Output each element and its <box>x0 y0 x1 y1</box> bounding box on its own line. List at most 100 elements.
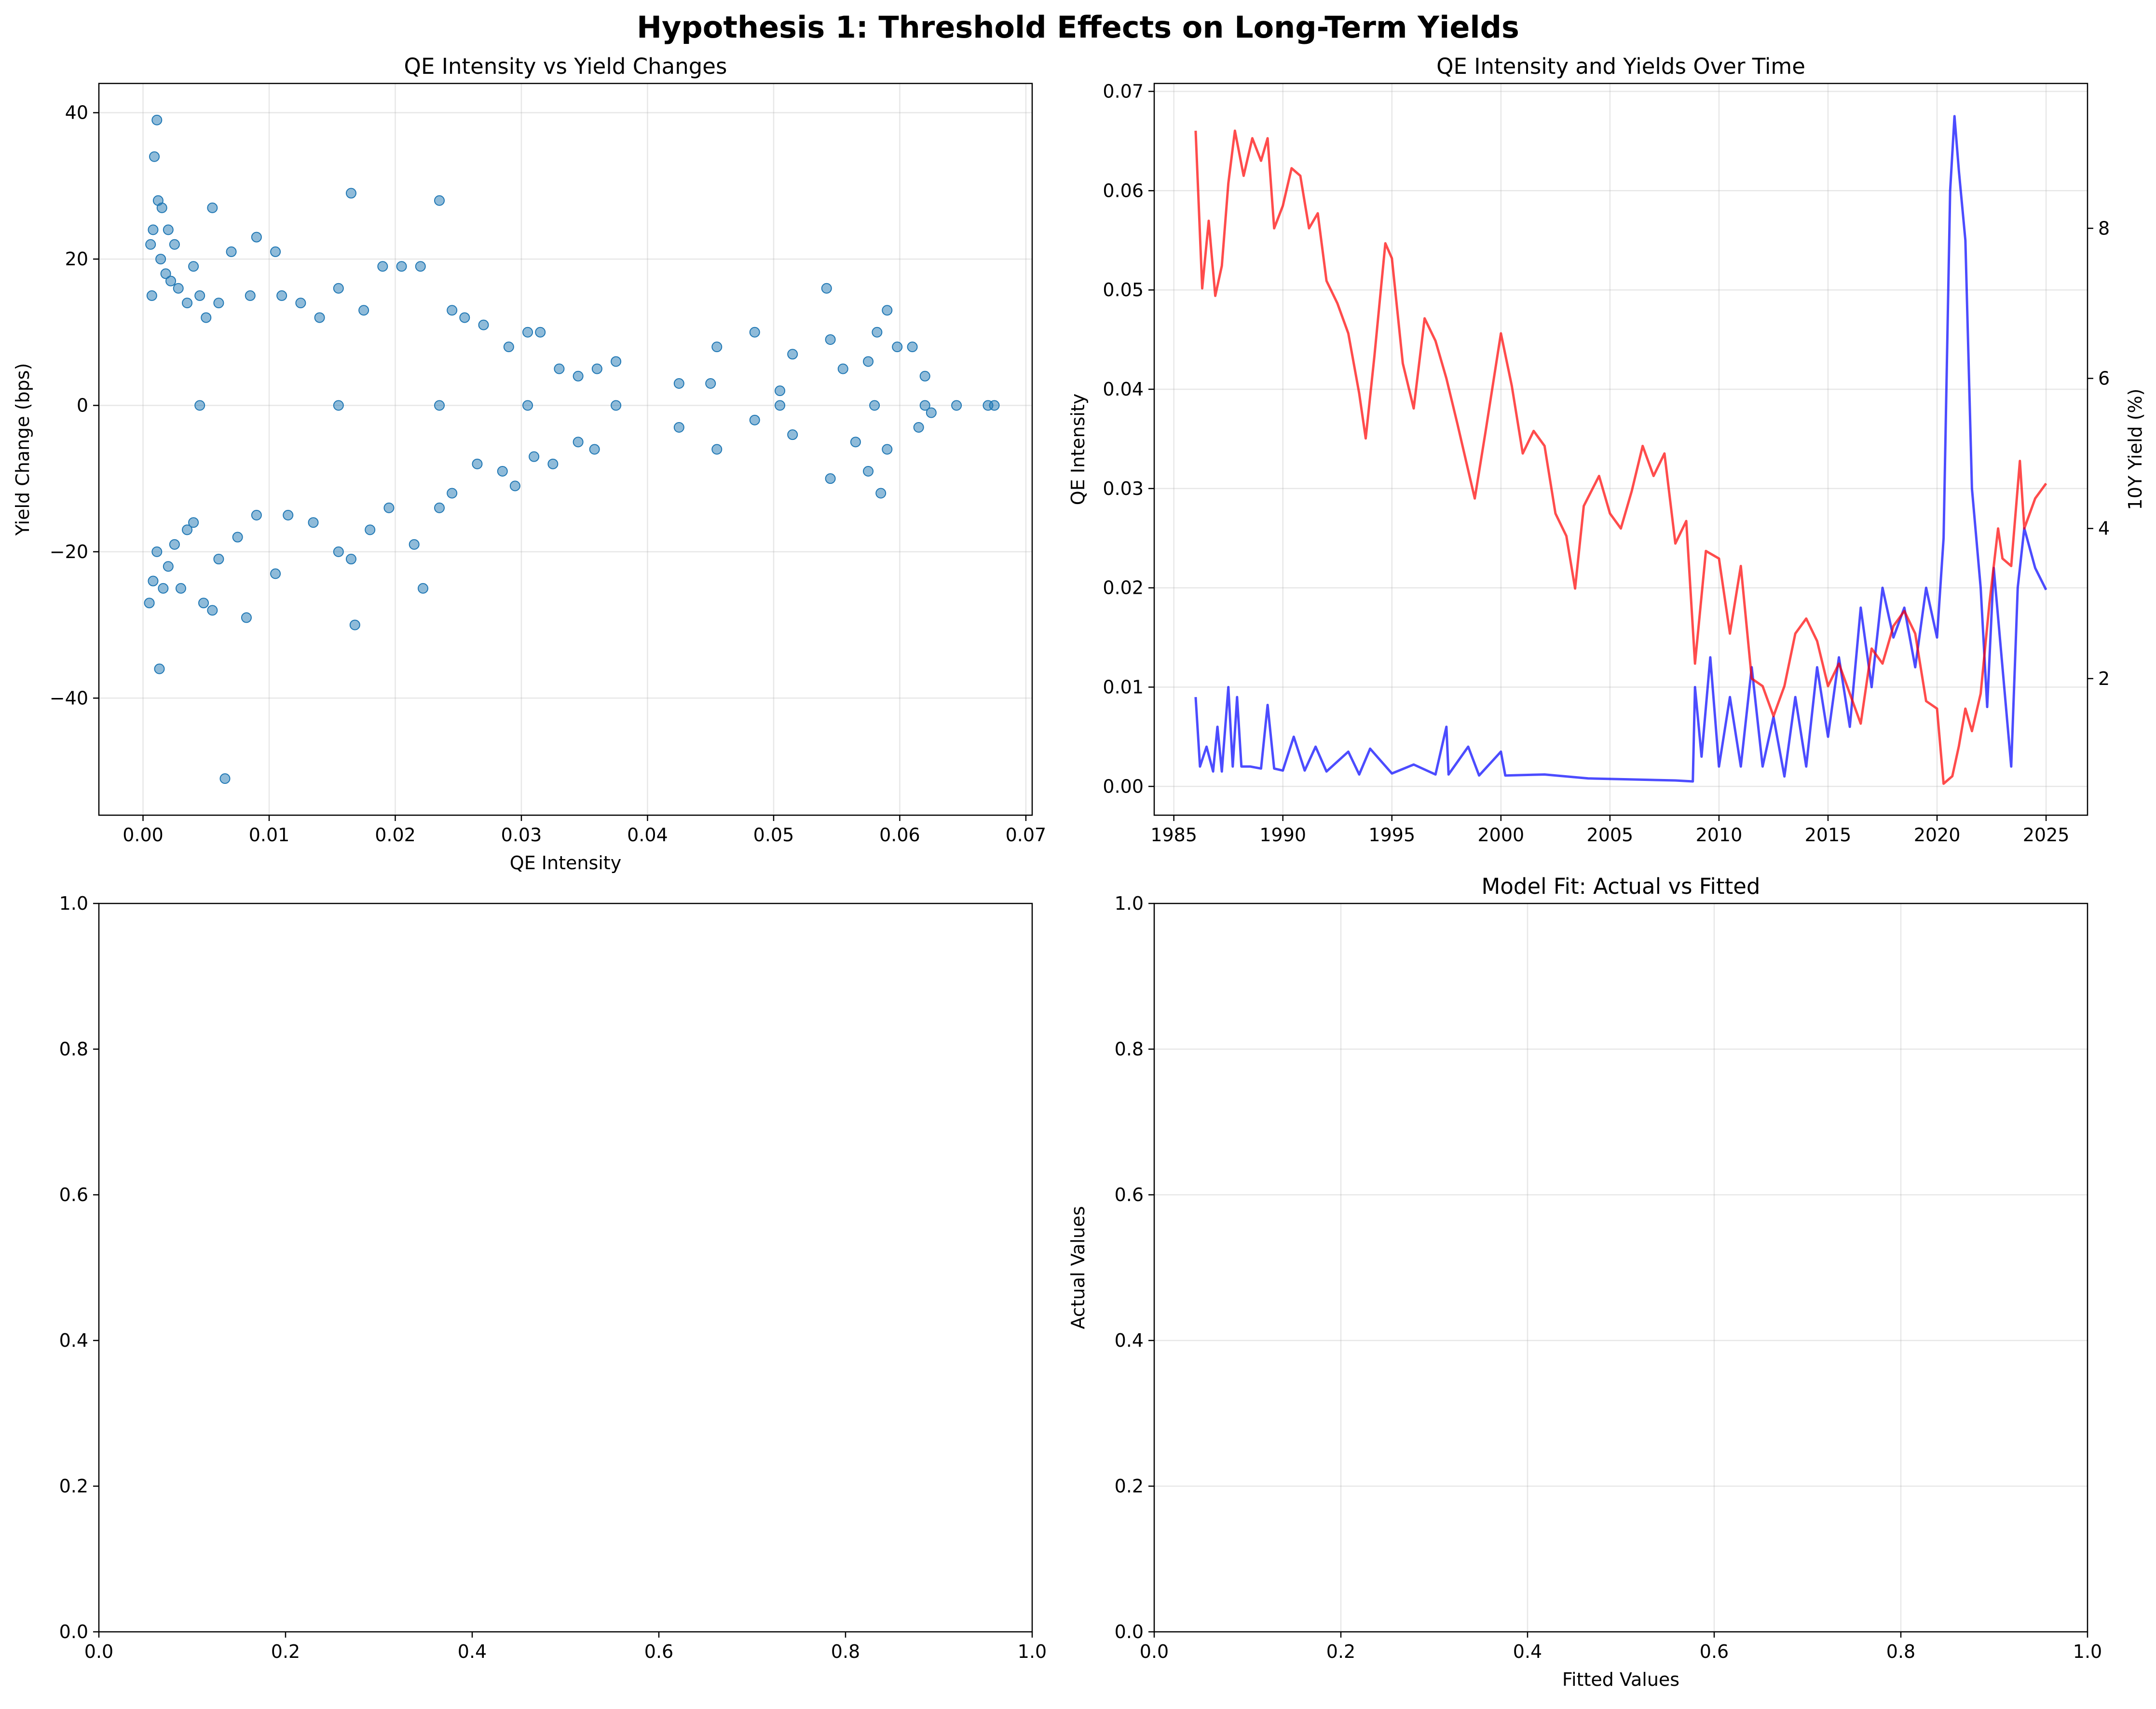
scatter-point <box>907 342 918 353</box>
x-tick-label: 2005 <box>1587 824 1634 846</box>
x-tick-label: 2000 <box>1477 824 1524 846</box>
scatter-point <box>251 232 262 243</box>
panel-title: QE Intensity vs Yield Changes <box>404 54 727 79</box>
scatter-point <box>182 524 193 535</box>
x-tick-label: 0.4 <box>458 1641 487 1662</box>
scatter-point <box>169 239 180 250</box>
scatter-point <box>749 327 760 338</box>
y-tick-label: 0.6 <box>1115 1184 1144 1205</box>
scatter-point <box>547 458 559 469</box>
x-tick-label: 0.8 <box>1886 1641 1915 1662</box>
scatter-point <box>158 583 169 594</box>
scatter-point <box>148 224 159 235</box>
panel-title: Model Fit: Actual vs Fitted <box>1482 874 1760 899</box>
scatter-point <box>529 451 540 462</box>
scatter-point <box>213 298 224 309</box>
scatter-point <box>837 363 848 374</box>
scatter-point <box>314 312 325 323</box>
x-tick-label: 0.6 <box>1700 1641 1729 1662</box>
scatter-point <box>146 290 157 301</box>
y-tick-label: 0.01 <box>1103 676 1144 697</box>
x-axis-label: QE Intensity <box>510 852 621 874</box>
scatter-point <box>919 370 930 382</box>
scatter-point <box>573 370 584 382</box>
scatter-point <box>151 114 163 125</box>
x-tick-label: 0.07 <box>1006 824 1047 846</box>
x-tick-label: 0.01 <box>249 824 290 846</box>
scatter-point <box>673 422 684 433</box>
y-tick-label: 0.2 <box>59 1476 88 1497</box>
y-tick-label: 1.0 <box>1115 893 1144 914</box>
scatter-point <box>825 334 836 345</box>
x-tick-label: 2010 <box>1696 824 1743 846</box>
scatter-point <box>611 400 622 411</box>
scatter-point <box>787 429 798 440</box>
scatter-point <box>345 188 356 199</box>
scatter-point <box>219 773 231 784</box>
x-tick-label: 0.4 <box>1513 1641 1542 1662</box>
scatter-point <box>554 363 565 374</box>
plot-area <box>144 114 1000 784</box>
scatter-point <box>821 283 832 294</box>
y2-tick-label: 4 <box>2098 518 2110 539</box>
x-tick-label: 1.0 <box>2073 1641 2102 1662</box>
scatter-point <box>434 502 445 513</box>
x-tick-label: 0.00 <box>123 824 164 846</box>
x-tick-label: 1.0 <box>1018 1641 1047 1662</box>
figure-suptitle: Hypothesis 1: Threshold Effects on Long-… <box>637 10 1519 45</box>
scatter-point <box>509 480 520 492</box>
scatter-point <box>245 290 256 301</box>
scatter-point <box>573 437 584 448</box>
x-tick-label: 2025 <box>2023 824 2070 846</box>
scatter-point <box>522 327 533 338</box>
scatter-point <box>869 400 880 411</box>
y-axis-label: QE Intensity <box>1067 394 1089 505</box>
y-tick-label: −40 <box>50 687 88 709</box>
scatter-point <box>447 488 458 499</box>
scatter-point <box>875 488 887 499</box>
x-tick-label: 0.0 <box>84 1641 113 1662</box>
scatter-point <box>882 444 893 455</box>
y-tick-label: 1.0 <box>59 893 88 914</box>
axes-frame <box>1153 902 2088 1633</box>
scatter-point <box>213 554 224 565</box>
y-tick-label: 0.0 <box>59 1621 88 1642</box>
scatter-point <box>226 246 237 257</box>
scatter-point <box>919 400 930 411</box>
scatter-point <box>333 283 344 294</box>
y-tick-label: 0 <box>77 395 88 416</box>
model-fit-panel: 0.0 0.2 0.4 0.6 0.8 1.0 0.0 0.2 0.4 0.6 0.8 1.0 Mode… <box>1067 874 2102 1690</box>
x-tick-label: 2020 <box>1914 824 1961 846</box>
x-tick-label: 0.04 <box>627 824 668 846</box>
scatter-point <box>787 349 798 360</box>
x-tick-label: 0.2 <box>1326 1641 1355 1662</box>
scatter-point <box>151 546 163 557</box>
scatter-point <box>409 539 420 550</box>
y-tick-label: 0.0 <box>1115 1621 1144 1642</box>
x-tick-label: 0.8 <box>831 1641 860 1662</box>
scatter-point <box>459 312 470 323</box>
scatter-point <box>705 378 716 389</box>
x-tick-label: 1985 <box>1150 824 1197 846</box>
scatter-point <box>377 261 388 272</box>
scatter-point <box>711 342 723 353</box>
scatter-point <box>434 400 445 411</box>
scatter-point <box>892 342 903 353</box>
scatter-point <box>207 605 218 616</box>
scatter-point <box>503 342 514 353</box>
scatter-point <box>154 663 165 674</box>
y-tick-label: 20 <box>65 248 88 270</box>
scatter-point <box>163 224 174 235</box>
scatter-point <box>535 327 546 338</box>
y-tick-label: −20 <box>50 541 88 562</box>
scatter-point <box>749 414 760 425</box>
scatter-point <box>333 400 344 411</box>
plot-area <box>1194 115 2047 785</box>
scatter-point <box>149 151 160 162</box>
scatter-point <box>775 400 786 411</box>
y2-tick-label: 6 <box>2098 368 2110 389</box>
scatter-point <box>872 327 883 338</box>
scatter-point <box>951 400 962 411</box>
y-tick-label: 40 <box>65 102 88 123</box>
x-tick-label: 1990 <box>1259 824 1306 846</box>
